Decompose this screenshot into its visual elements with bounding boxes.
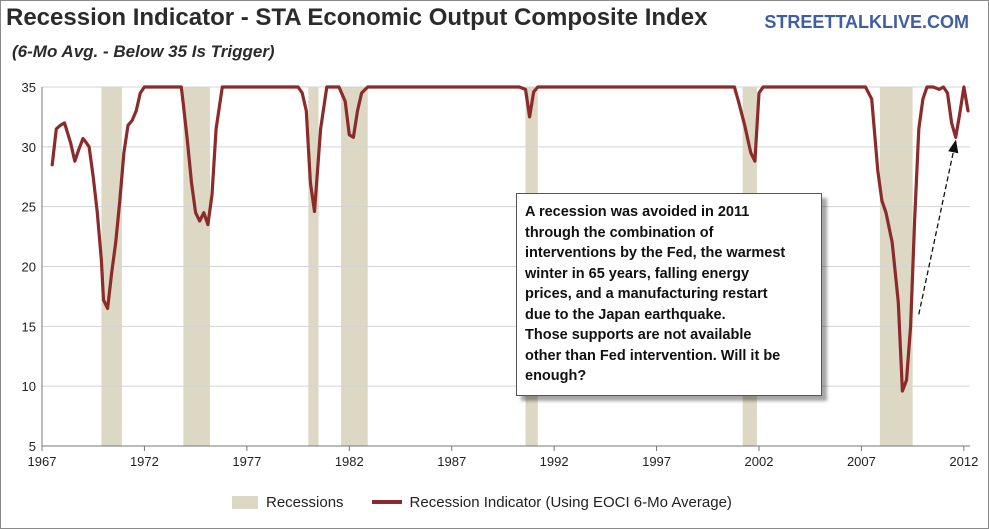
- annotation-arrow: [918, 139, 959, 315]
- x-tick-label: 1967: [28, 454, 57, 469]
- annotation-line: interventions by the Fed, the warmest: [525, 245, 786, 261]
- annotation-line: winter in 65 years, falling energy: [525, 265, 750, 282]
- annotation-line: Those supports are not available: [525, 327, 752, 343]
- recession-swatch: [232, 495, 258, 509]
- annotation-line: due to the Japan earthquake.: [525, 306, 726, 323]
- y-tick-label: 25: [22, 200, 36, 215]
- y-tick-label: 35: [22, 80, 36, 95]
- legend-label-recessions: Recessions: [266, 493, 344, 511]
- x-tick-label: 2012: [949, 454, 978, 469]
- legend-item-indicator: Recession Indicator (Using EOCI 6-Mo Ave…: [344, 494, 732, 511]
- y-tick-label: 15: [22, 319, 36, 334]
- x-tick-label: 2007: [847, 454, 876, 469]
- x-tick-label: 1977: [232, 454, 261, 469]
- chart-title: Recession Indicator - STA Economic Outpu…: [6, 4, 708, 31]
- brand-watermark: STREETTALKLIVE.COM: [764, 12, 969, 32]
- annotation-line: enough?: [525, 368, 587, 384]
- chart-subtitle: (6-Mo Avg. - Below 35 Is Trigger): [12, 42, 275, 61]
- y-tick-label: 20: [22, 260, 36, 275]
- y-tick-label: 10: [22, 379, 36, 394]
- gridlines: [42, 86, 970, 447]
- x-tick-label: 1982: [335, 454, 364, 469]
- axes: 5 10 15 20 25 30 35 1967 1972 1977 1982 1987 1992 199…: [22, 80, 979, 469]
- annotation-arrow-layer: [918, 139, 959, 315]
- y-tick-label: 5: [29, 439, 36, 454]
- y-tick-label: 30: [22, 140, 36, 155]
- annotation-line: A recession was avoided in 2011: [525, 204, 750, 220]
- annotation-line: prices, and a manufacturing restart: [525, 286, 768, 302]
- indicator-series-line: [50, 85, 970, 393]
- x-tick-label: 1997: [642, 454, 671, 469]
- x-tick-label: 2002: [745, 454, 774, 469]
- indicator-swatch: [371, 500, 402, 504]
- x-tick-label: 1992: [540, 454, 569, 469]
- x-tick-label: 1972: [130, 454, 159, 469]
- legend-label-indicator: Recession Indicator (Using EOCI 6-Mo Ave…: [409, 493, 732, 511]
- annotation-line: through the combination of: [525, 224, 714, 241]
- series-layer: [50, 85, 970, 393]
- x-tick-label: 1987: [437, 454, 466, 469]
- legend: Recessions Recession Indicator (Using EO…: [232, 490, 732, 514]
- legend-item-recessions: Recessions: [232, 494, 344, 511]
- annotation-line: other than Fed intervention. Will it be: [525, 347, 781, 364]
- annotation-box: A recession was avoided in 2011 through …: [516, 193, 822, 396]
